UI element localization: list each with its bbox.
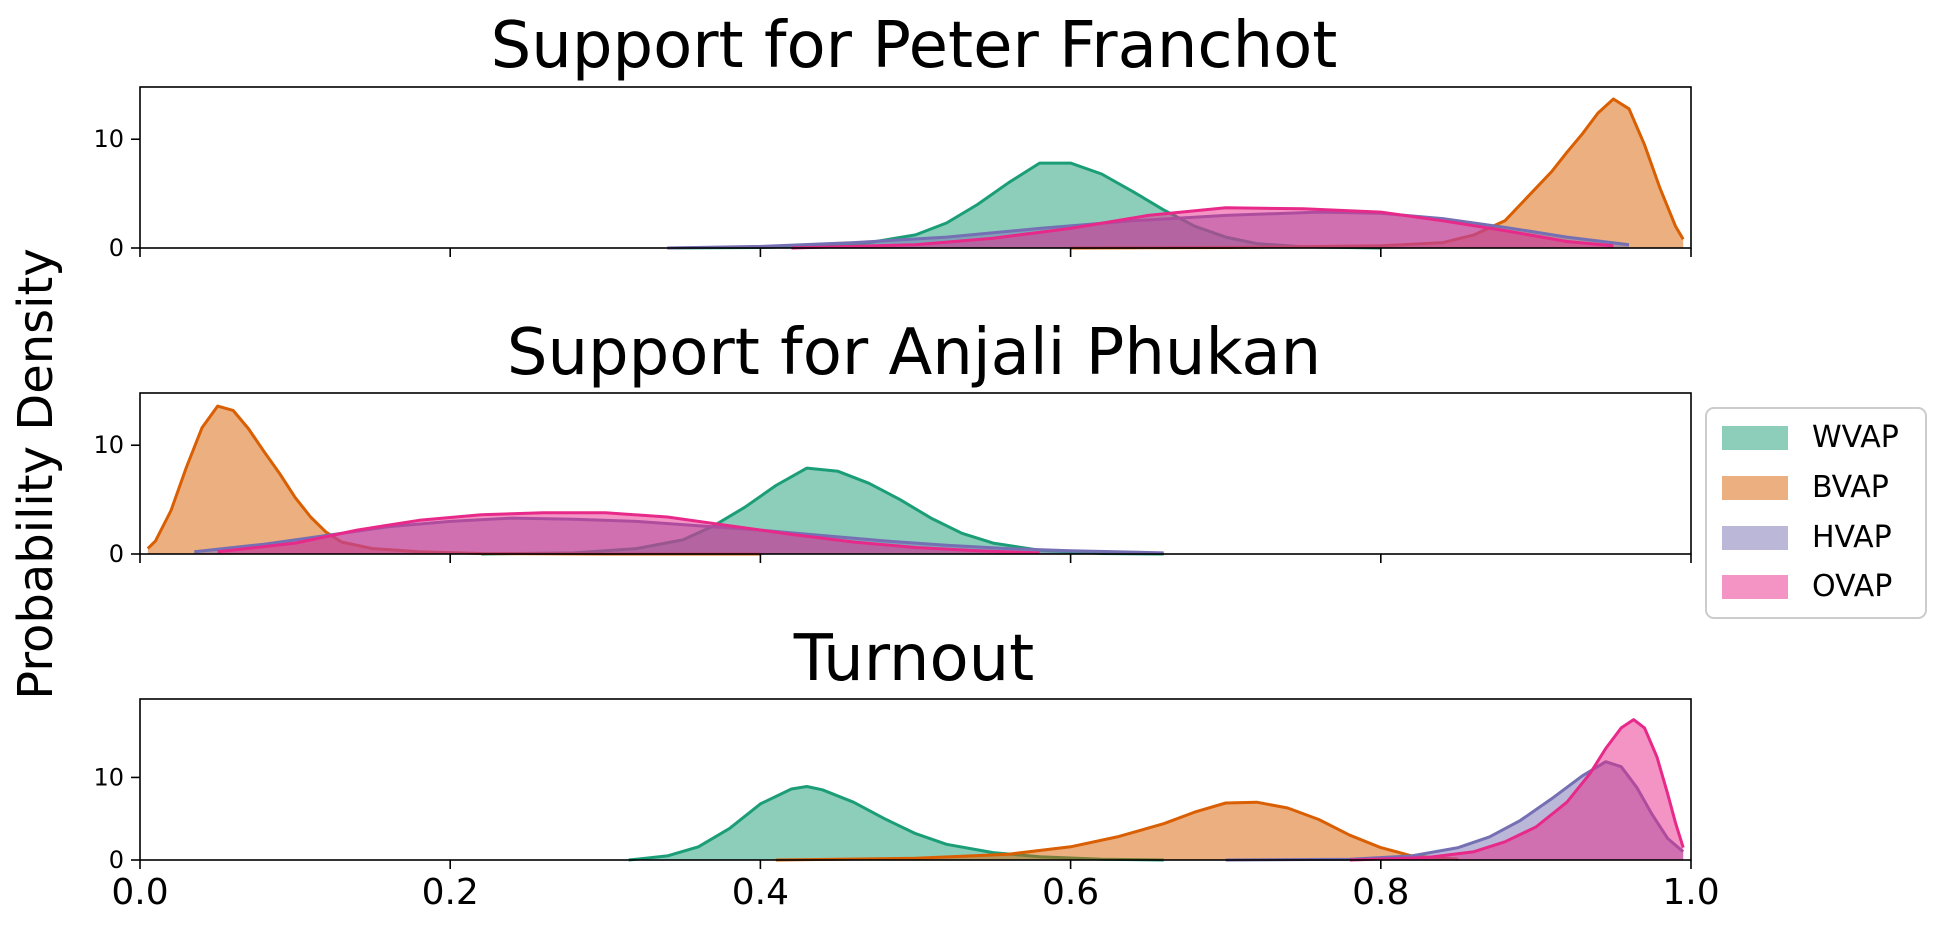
density-area-bvap	[775, 802, 1459, 860]
x-tick-label: 0.0	[111, 872, 168, 913]
legend-entry-hvap: HVAP	[1722, 520, 1892, 555]
series-layer	[146, 404, 1164, 556]
series-layer	[667, 97, 1685, 250]
y-tick-label: 10	[93, 125, 124, 153]
plot-frame	[139, 86, 1692, 249]
x-tick-label: 0.2	[422, 872, 479, 913]
density-area-bvap	[1070, 99, 1684, 248]
plot-frame	[139, 392, 1692, 555]
legend-frame	[1705, 407, 1927, 619]
density-area-wvap	[481, 468, 1164, 554]
panel-title: Support for Anjali Phukan	[507, 316, 1321, 390]
y-tick-label: 0	[109, 540, 124, 568]
axis-layer: 0 10	[93, 86, 1692, 262]
legend-swatch	[1722, 526, 1788, 550]
legend-label: HVAP	[1812, 520, 1892, 555]
y-tick-label: 0	[109, 234, 124, 262]
panel-phukan: Support for Anjali Phukan 0 10	[93, 316, 1692, 568]
panel-turnout: Turnout 0.0 0.2 0.4 0.6 0.8 1.0 0 10	[93, 622, 1719, 913]
y-tick-label: 10	[93, 763, 124, 791]
density-line-ovap	[217, 511, 1040, 555]
density-line-ovap	[791, 206, 1614, 250]
legend-entry-bvap: BVAP	[1722, 470, 1889, 505]
plot-frame	[139, 698, 1692, 861]
figure-ylabel: Probability Density	[8, 248, 64, 699]
legend-swatch	[1722, 575, 1788, 599]
density-area-wvap	[628, 786, 1164, 860]
x-tick-label: 0.4	[732, 872, 789, 913]
legend-entry-ovap: OVAP	[1722, 569, 1892, 604]
axis-layer: 0 10	[93, 392, 1692, 568]
panel-franchot: Support for Peter Franchot 0 10	[93, 9, 1692, 262]
density-line-bvap	[775, 800, 1459, 862]
legend-swatch	[1722, 426, 1788, 450]
legend-label: WVAP	[1812, 420, 1899, 455]
density-area-wvap	[667, 163, 1381, 248]
x-tick-label: 1.0	[1662, 872, 1719, 913]
density-area-ovap	[1349, 719, 1684, 860]
legend-label: BVAP	[1812, 470, 1889, 505]
x-tick-label: 0.6	[1042, 872, 1099, 913]
density-area-ovap	[217, 512, 1040, 554]
x-tick-label: 0.8	[1352, 872, 1409, 913]
axis-layer: 0.0 0.2 0.4 0.6 0.8 1.0 0 10	[93, 698, 1720, 913]
legend: WVAP BVAP HVAP OVAP	[1705, 407, 1927, 619]
panel-title: Support for Peter Franchot	[491, 9, 1338, 83]
y-tick-label: 0	[109, 846, 124, 874]
legend-label: OVAP	[1812, 569, 1892, 604]
panel-title: Turnout	[793, 622, 1035, 696]
density-line-ovap	[1349, 718, 1685, 862]
y-tick-label: 10	[93, 431, 124, 459]
legend-swatch	[1722, 476, 1788, 500]
density-area-bvap	[147, 406, 761, 554]
legend-entry-wvap: WVAP	[1722, 420, 1899, 455]
series-layer	[628, 718, 1685, 862]
